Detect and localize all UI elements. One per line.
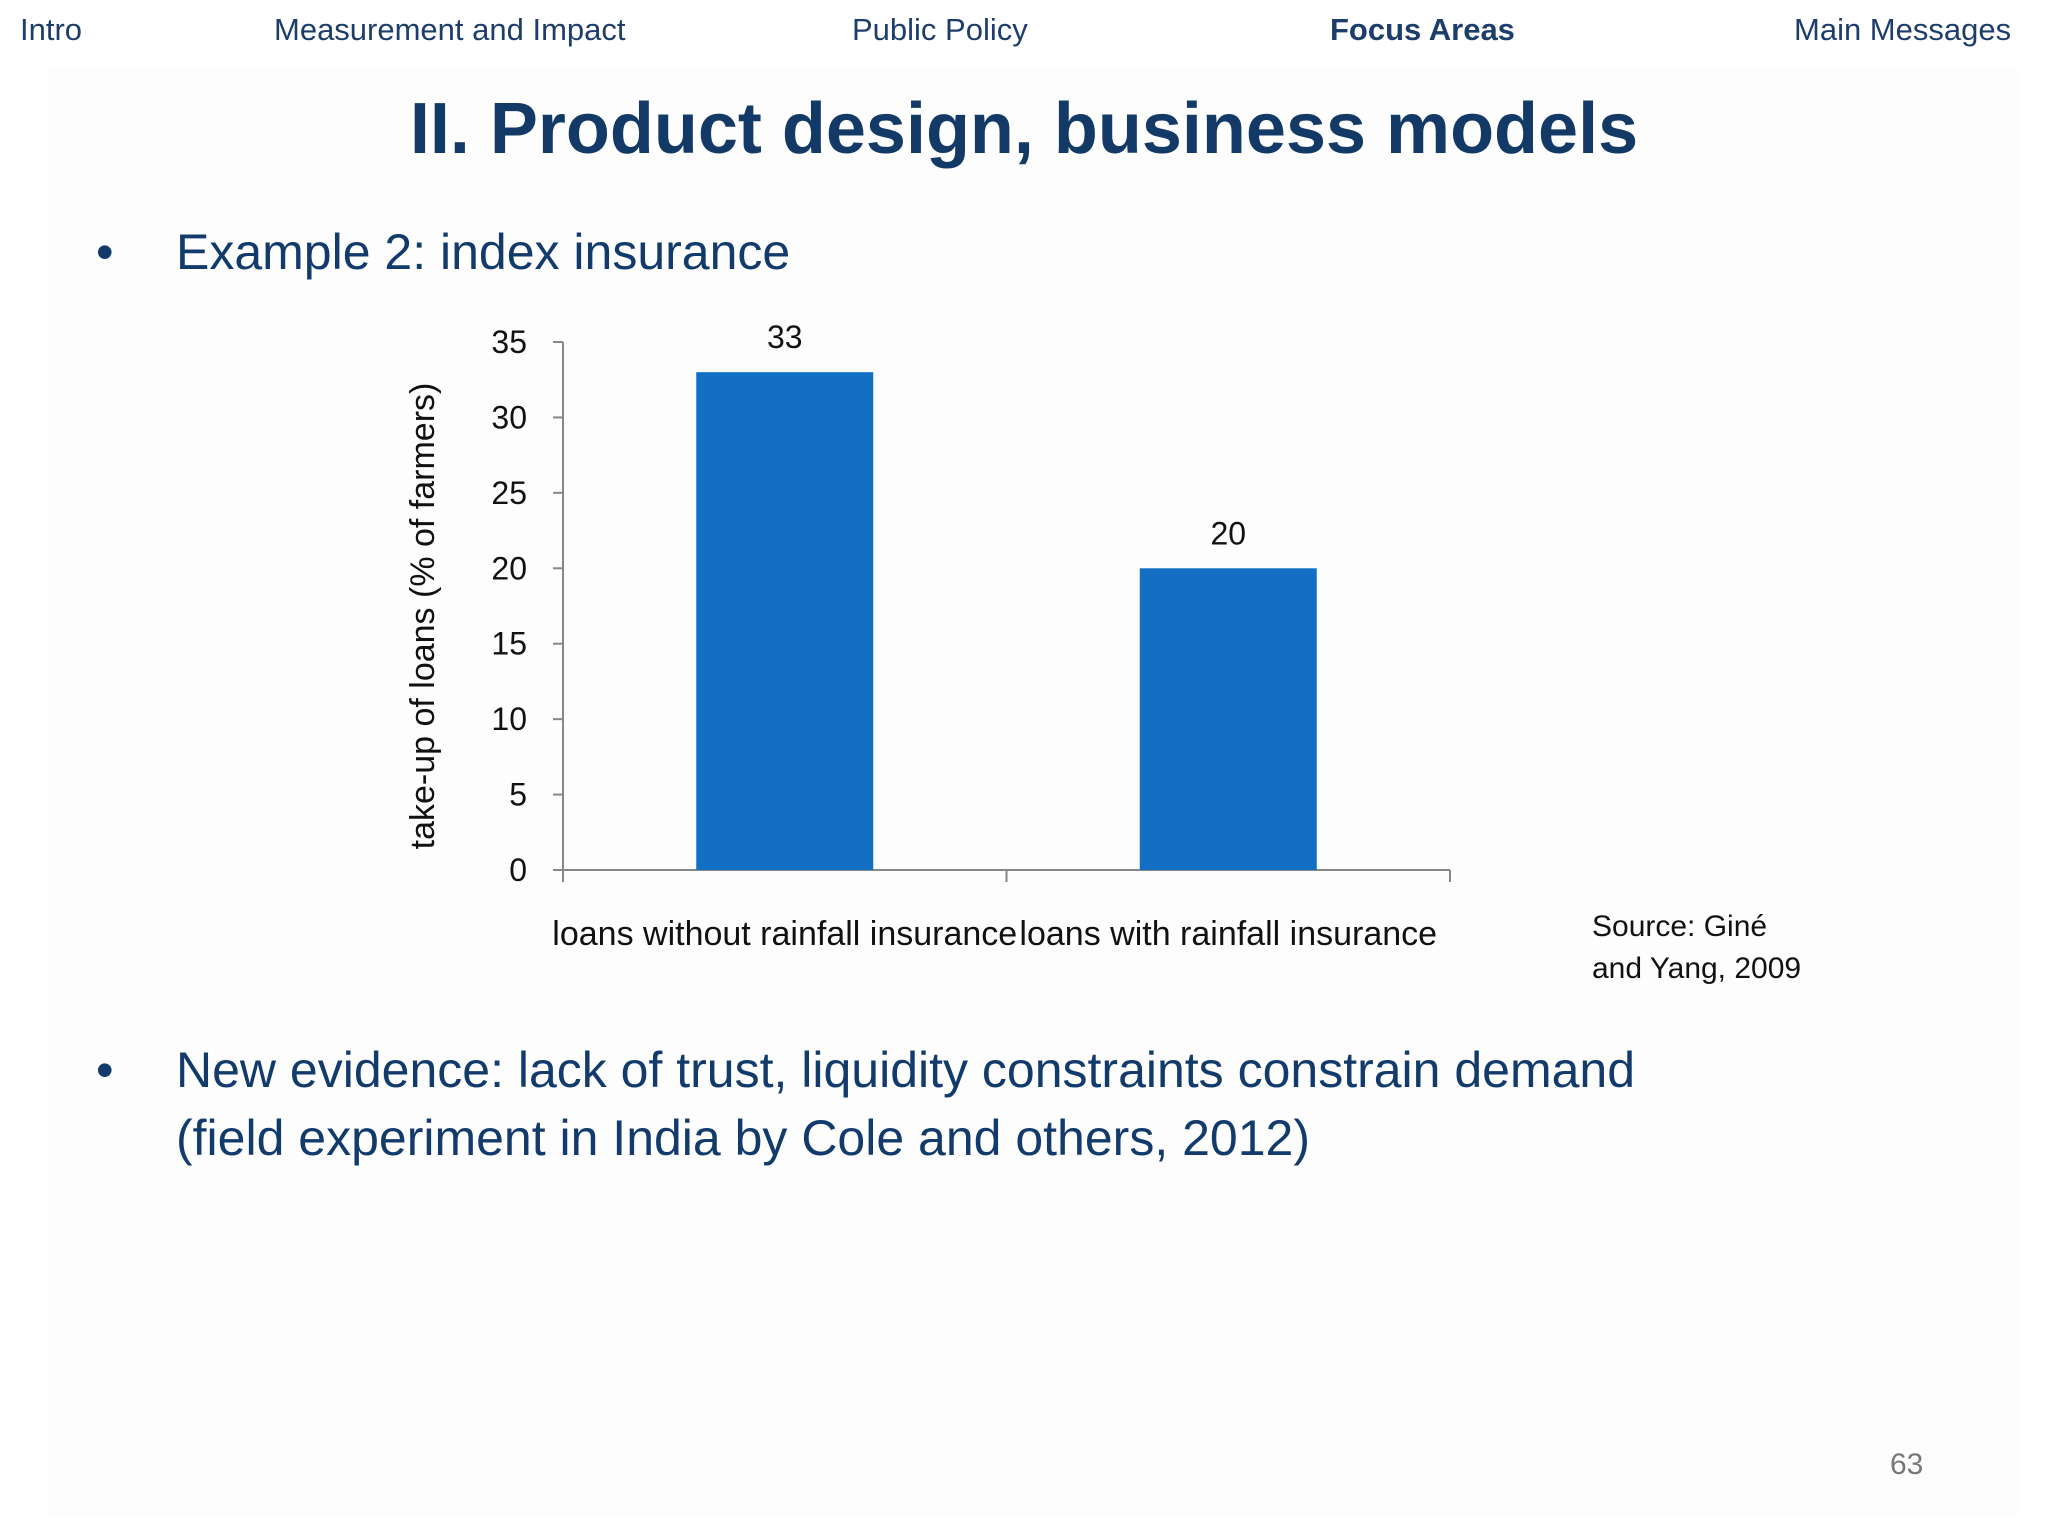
nav-item-public-policy[interactable]: Public Policy (852, 12, 1028, 47)
y-tick-label: 15 (491, 626, 527, 662)
y-tick-label: 0 (509, 852, 527, 888)
bullet-text-line-2: (field experiment in India by Cole and o… (176, 1110, 1310, 1166)
y-tick-label: 5 (509, 777, 527, 813)
slide-title: II. Product design, business models (409, 89, 1639, 169)
y-tick-label: 20 (491, 550, 527, 586)
data-label-1: 33 (767, 319, 803, 355)
bar-2 (1139, 568, 1317, 870)
bullet-marker: • (96, 224, 114, 280)
bullet-text-line-1: New evidence: lack of trust, liquidity c… (176, 1042, 1636, 1098)
x-category-label-2: loans with rainfall insurance (1019, 915, 1437, 953)
y-tick-label: 10 (491, 701, 527, 737)
y-axis-title: take-up of loans (% of farmers) (404, 383, 442, 850)
slide-background (48, 66, 2018, 1518)
source-line-2: and Yang, 2009 (1592, 952, 1802, 985)
bullet-text: New evidence: lack of trust, liquidity c… (176, 1036, 1876, 1172)
nav-item-measurement-and-impact[interactable]: Measurement and Impact (274, 12, 626, 47)
source-line-1: Source: Giné (1592, 910, 1768, 943)
top-navigation: Intro Measurement and Impact Public Poli… (0, 0, 2048, 64)
nav-item-main-messages[interactable]: Main Messages (1794, 12, 2012, 47)
bullet-text: Example 2: index insurance (176, 224, 791, 280)
bar-1 (696, 372, 874, 870)
nav-item-focus-areas[interactable]: Focus Areas (1330, 12, 1515, 47)
data-label-2: 20 (1210, 515, 1246, 551)
y-tick-label: 35 (491, 324, 527, 360)
x-category-label-1: loans without rainfall insurance (552, 915, 1017, 953)
bullet-marker: • (96, 1042, 114, 1098)
page-number: 63 (1890, 1448, 1924, 1481)
source-note: Source: Giné and Yang, 2009 (1592, 906, 1892, 990)
y-tick-label: 25 (491, 475, 527, 511)
nav-item-intro[interactable]: Intro (20, 12, 83, 47)
y-tick-label: 30 (491, 399, 527, 435)
